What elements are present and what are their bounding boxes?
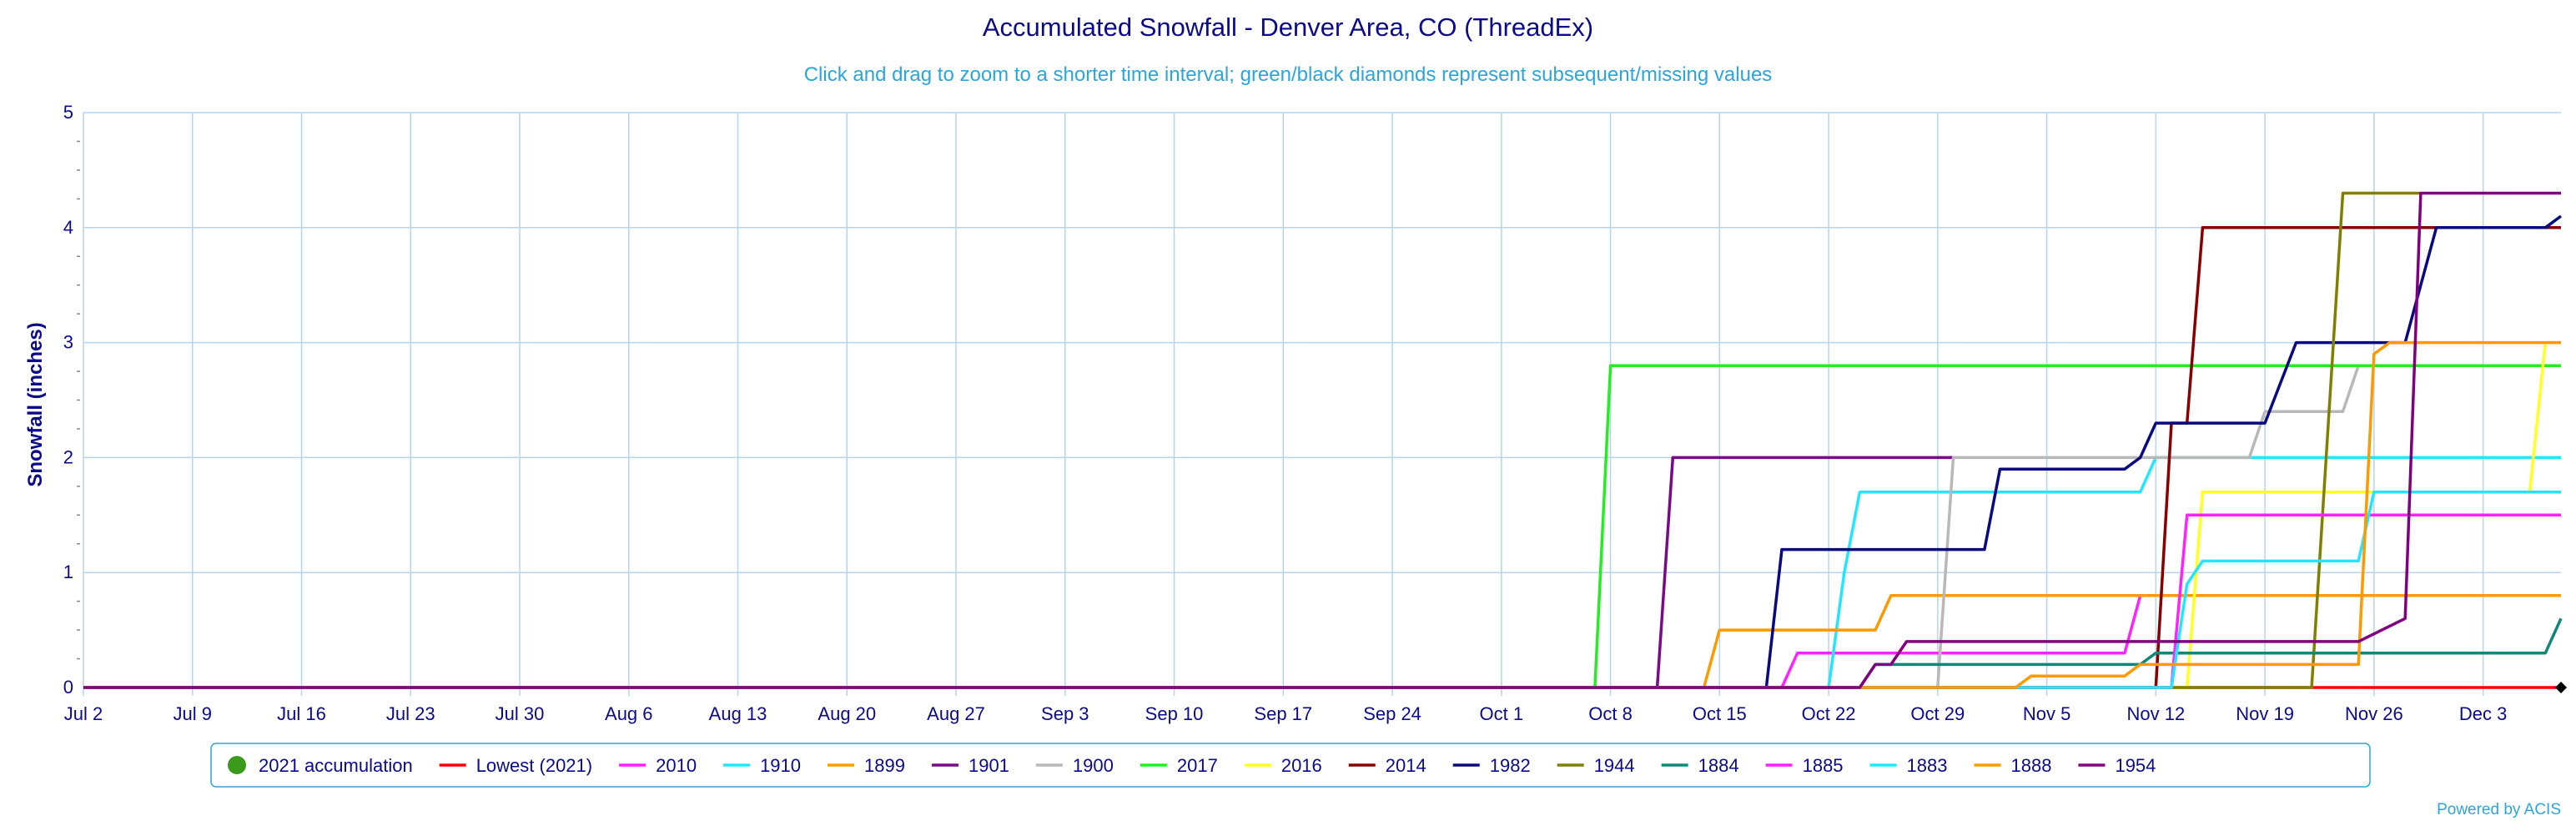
x-tick-label: Nov 5 <box>2023 703 2070 724</box>
series-line-1982[interactable] <box>83 216 2561 688</box>
series-line-1954[interactable] <box>83 194 2561 688</box>
x-tick-label: Jul 2 <box>64 703 103 724</box>
x-tick-label: Oct 1 <box>1480 703 1524 724</box>
series-line-1900[interactable] <box>83 365 2561 688</box>
x-tick-label: Aug 13 <box>709 703 767 724</box>
x-tick-label: Aug 20 <box>818 703 876 724</box>
x-tick-label: Nov 26 <box>2345 703 2403 724</box>
x-tick-label: Jul 9 <box>174 703 212 724</box>
series-lines <box>83 194 2567 694</box>
series-line-1884[interactable] <box>83 618 2561 688</box>
x-tick-label: Aug 6 <box>605 703 653 724</box>
credit-link[interactable]: Powered by ACIS <box>2437 801 2561 818</box>
legend-label: 1899 <box>864 755 905 776</box>
legend-label: 1910 <box>760 755 801 776</box>
legend-label: 1901 <box>969 755 1009 776</box>
x-tick-label: Oct 8 <box>1588 703 1633 724</box>
legend-label: 1944 <box>1594 755 1635 776</box>
legend-label: 2010 <box>656 755 697 776</box>
legend-label: 1883 <box>1907 755 1948 776</box>
x-tick-label: Sep 10 <box>1145 703 1204 724</box>
chart-subtitle: Click and drag to zoom to a shorter time… <box>804 63 1773 86</box>
y-tick-label: 3 <box>63 332 73 353</box>
y-tick-label: 4 <box>63 217 73 238</box>
y-axis-label: Snowfall (inches) <box>24 322 47 486</box>
x-tick-label: Sep 24 <box>1363 703 1421 724</box>
legend[interactable]: 2021 accumulation Lowest (2021) 2010 1910 18… <box>211 743 2370 787</box>
x-tick-label: Nov 12 <box>2126 703 2185 724</box>
missing-value-diamond[interactable] <box>2555 682 2567 693</box>
legend-label: 1885 <box>1803 755 1844 776</box>
legend-label: Lowest (2021) <box>476 755 592 776</box>
x-tick-label: Sep 17 <box>1254 703 1312 724</box>
x-tick-label: Nov 19 <box>2236 703 2294 724</box>
x-tick-label: Jul 16 <box>277 703 326 724</box>
x-tick-label: Jul 30 <box>496 703 545 724</box>
x-tick-label: Oct 22 <box>1802 703 1856 724</box>
legend-label: 2021 accumulation <box>259 755 413 776</box>
x-tick-label: Sep 3 <box>1041 703 1089 724</box>
legend-label: 2016 <box>1281 755 1322 776</box>
series-line-2017[interactable] <box>83 365 2561 688</box>
x-tick-label: Oct 29 <box>1910 703 1965 724</box>
y-tick-label: 0 <box>63 677 73 698</box>
legend-label: 1982 <box>1490 755 1531 776</box>
legend-label: 1888 <box>2011 755 2052 776</box>
legend-label: 1954 <box>2115 755 2156 776</box>
series-line-1944[interactable] <box>83 194 2421 688</box>
x-tick-label: Oct 15 <box>1693 703 1747 724</box>
chart-title: Accumulated Snowfall - Denver Area, CO (… <box>983 13 1593 42</box>
axis-ticks: 0 1 2 3 4 5 Jul 2 Jul 9 Jul 16 Jul 23 Jul 30 Aug 6 A… <box>63 102 2508 724</box>
y-tick-label: 5 <box>63 102 73 123</box>
x-tick-label: Aug 27 <box>927 703 985 724</box>
x-tick-label: Jul 23 <box>386 703 435 724</box>
y-tick-label: 1 <box>63 562 73 582</box>
x-tick-label: Dec 3 <box>2459 703 2507 724</box>
legend-label: 2017 <box>1177 755 1218 776</box>
y-tick-label: 2 <box>63 446 73 467</box>
legend-label: 1900 <box>1073 755 1114 776</box>
legend-label: 1884 <box>1698 755 1739 776</box>
legend-marker <box>228 756 246 774</box>
legend-label: 2014 <box>1386 755 1426 776</box>
